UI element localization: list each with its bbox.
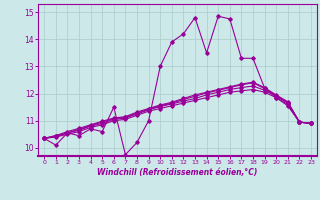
X-axis label: Windchill (Refroidissement éolien,°C): Windchill (Refroidissement éolien,°C) [97, 168, 258, 177]
